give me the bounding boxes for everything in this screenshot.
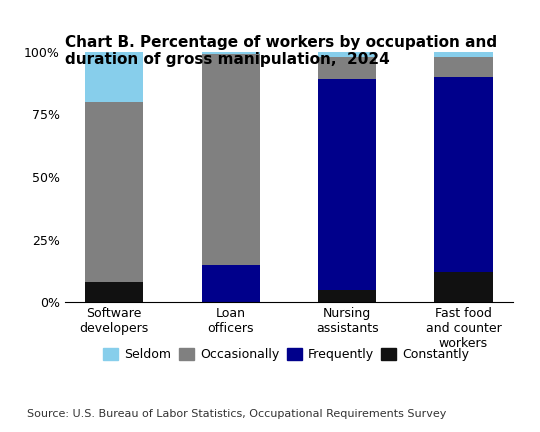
Text: Chart B. Percentage of workers by occupation and
duration of gross manipulation,: Chart B. Percentage of workers by occupa… — [65, 35, 497, 67]
Bar — [85, 52, 144, 102]
Bar — [318, 57, 376, 79]
Bar — [201, 52, 260, 54]
Text: Source: U.S. Bureau of Labor Statistics, Occupational Requirements Survey: Source: U.S. Bureau of Labor Statistics,… — [27, 409, 447, 419]
Bar — [85, 283, 144, 302]
Legend: Seldom, Occasionally, Frequently, Constantly: Seldom, Occasionally, Frequently, Consta… — [98, 343, 475, 366]
Bar — [201, 54, 260, 265]
Bar — [434, 272, 492, 302]
Bar — [201, 265, 260, 302]
Bar — [434, 77, 492, 272]
Bar — [318, 79, 376, 290]
Bar — [434, 57, 492, 77]
Bar — [85, 102, 144, 283]
Bar — [318, 290, 376, 302]
Bar — [434, 52, 492, 57]
Bar — [318, 52, 376, 57]
